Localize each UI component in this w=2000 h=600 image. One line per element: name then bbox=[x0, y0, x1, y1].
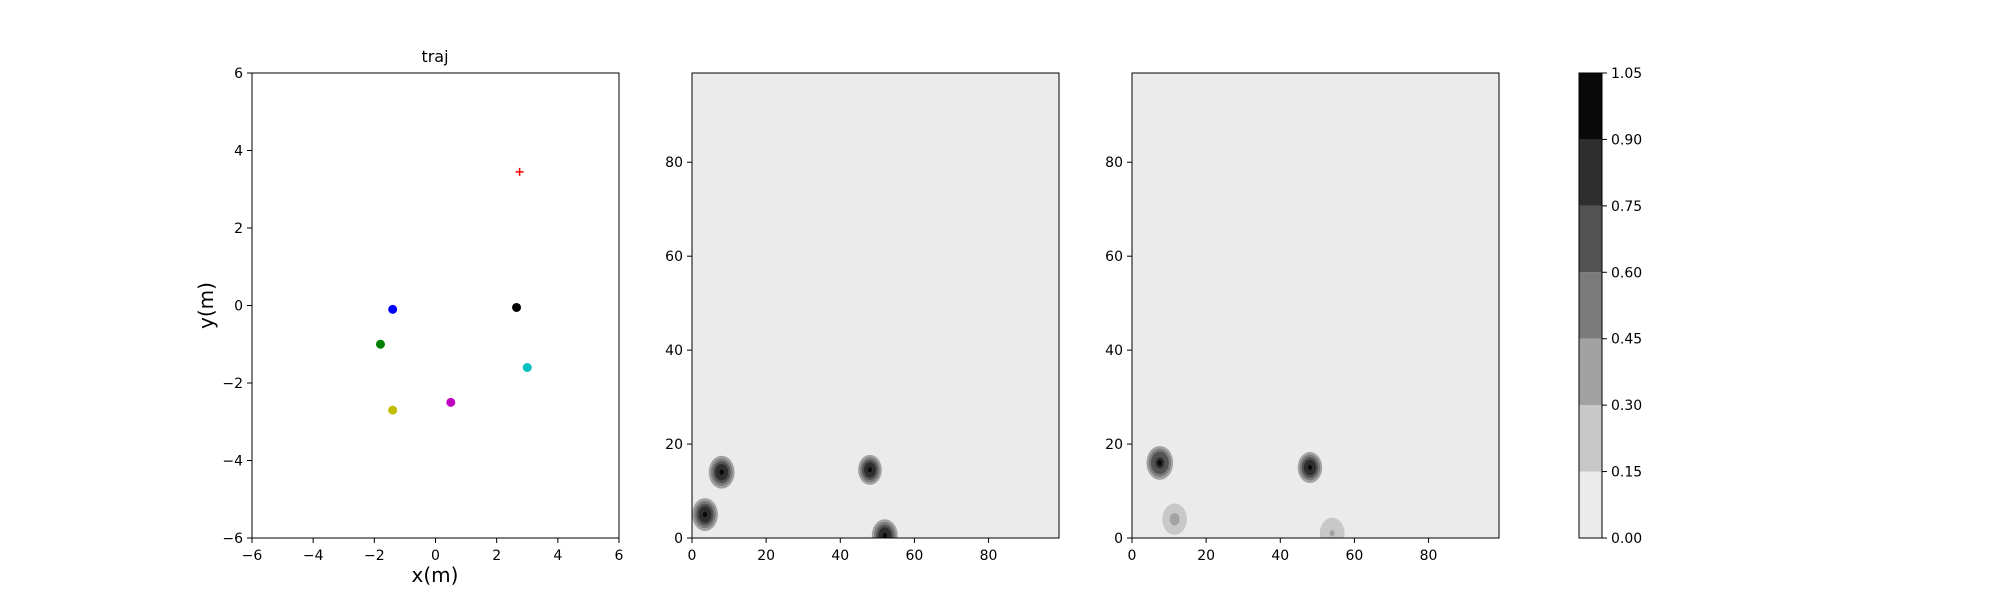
x-tick-label: −2 bbox=[364, 548, 385, 564]
plot-frame bbox=[1131, 72, 1500, 539]
y-tick-label: 0 bbox=[234, 299, 243, 315]
x-tick-label: 0 bbox=[688, 548, 697, 564]
y-tick-label: 0 bbox=[1114, 531, 1123, 547]
colorbar: 0.00 0.15 0.30 0.45 0.60 0.75 0.90 1.05 bbox=[1578, 66, 1642, 547]
x-tick-label: 80 bbox=[980, 548, 998, 564]
y-tick-label: 20 bbox=[1105, 437, 1123, 453]
colorbar-segments bbox=[1579, 73, 1602, 538]
x-tick-label: −6 bbox=[242, 548, 263, 564]
colorbar-ticks: 0.00 0.15 0.30 0.45 0.60 0.75 0.90 1.05 bbox=[1602, 66, 1642, 547]
y-tick-label: 0 bbox=[674, 531, 683, 547]
heatmap-cells bbox=[692, 73, 1059, 538]
axis-ticks: 0 20 40 60 80 0 20 40 60 80 bbox=[665, 155, 997, 564]
agent-point bbox=[388, 405, 398, 415]
agent-point bbox=[446, 397, 456, 407]
occupancy-blob bbox=[867, 467, 872, 473]
x-tick-label: 6 bbox=[615, 548, 624, 564]
x-tick-label: 0 bbox=[431, 548, 440, 564]
y-tick-label: 2 bbox=[234, 221, 243, 237]
agent-point bbox=[388, 304, 398, 314]
occupancy-map-true: 0 20 40 60 80 0 20 40 60 80 bbox=[665, 72, 1060, 564]
y-tick-label: 40 bbox=[1105, 343, 1123, 359]
y-tick-label: 20 bbox=[665, 437, 683, 453]
x-tick-label: 2 bbox=[492, 548, 501, 564]
y-tick-label: −6 bbox=[222, 531, 243, 547]
trajectory-panel: traj −6 −4 −2 0 2 4 6 −6 −4 −2 0 2 4 6 x(m) y(m) bbox=[194, 47, 624, 587]
y-tick-label: 6 bbox=[234, 66, 243, 82]
y-tick-label: 60 bbox=[665, 249, 683, 265]
colorbar-segment bbox=[1579, 73, 1602, 140]
colorbar-segment bbox=[1579, 205, 1602, 273]
y-tick-label: 40 bbox=[665, 343, 683, 359]
colorbar-segment bbox=[1579, 471, 1602, 538]
y-tick-label: −2 bbox=[222, 376, 243, 392]
occupancy-blob bbox=[719, 469, 724, 475]
colorbar-tick-label: 0.30 bbox=[1611, 398, 1642, 414]
occupancy-map-estimate: 0 20 40 60 80 0 20 40 60 80 bbox=[1105, 72, 1500, 564]
agent-point bbox=[375, 339, 385, 349]
axis-ticks: −6 −4 −2 0 2 4 6 −6 −4 −2 0 2 4 6 bbox=[222, 66, 623, 564]
colorbar-tick-label: 1.05 bbox=[1611, 66, 1642, 82]
occupancy-blob bbox=[702, 511, 708, 518]
colorbar-segment bbox=[1579, 338, 1602, 406]
colorbar-tick-label: 0.15 bbox=[1611, 465, 1642, 481]
agent-point bbox=[522, 363, 532, 372]
colorbar-frame bbox=[1578, 72, 1603, 539]
y-tick-label: 80 bbox=[665, 155, 683, 171]
colorbar-segment bbox=[1579, 272, 1602, 339]
x-tick-label: 4 bbox=[553, 548, 562, 564]
occupancy-blob bbox=[882, 532, 887, 538]
x-tick-label: 20 bbox=[757, 548, 775, 564]
colorbar-tick-label: 0.90 bbox=[1611, 132, 1642, 148]
plot-area bbox=[252, 73, 619, 538]
colorbar-tick-label: 0.60 bbox=[1611, 265, 1642, 281]
colorbar-tick-label: 0.75 bbox=[1611, 199, 1642, 215]
x-tick-label: 80 bbox=[1420, 548, 1438, 564]
plot-frame bbox=[251, 72, 620, 539]
trajectory-points bbox=[375, 167, 532, 415]
y-tick-label: 4 bbox=[234, 144, 243, 160]
occupancy-blob bbox=[1329, 530, 1335, 537]
agent-point bbox=[512, 302, 522, 312]
plot-frame bbox=[691, 72, 1060, 539]
colorbar-tick-label: 0.00 bbox=[1611, 531, 1642, 547]
occupancy-blob bbox=[1157, 460, 1163, 466]
x-tick-label: 0 bbox=[1128, 548, 1137, 564]
colorbar-segment bbox=[1579, 405, 1602, 472]
y-tick-label: 80 bbox=[1105, 155, 1123, 171]
colorbar-segment bbox=[1579, 139, 1602, 206]
x-tick-label: 40 bbox=[831, 548, 849, 564]
y-axis-label: y(m) bbox=[194, 282, 218, 329]
goal-marker bbox=[515, 167, 524, 176]
panel-title: traj bbox=[421, 47, 448, 66]
occupancy-blob bbox=[1172, 516, 1178, 523]
x-tick-label: 40 bbox=[1271, 548, 1289, 564]
x-tick-label: 60 bbox=[1346, 548, 1364, 564]
y-tick-label: −4 bbox=[222, 454, 243, 470]
x-tick-label: 20 bbox=[1197, 548, 1215, 564]
axis-ticks: 0 20 40 60 80 0 20 40 60 80 bbox=[1105, 155, 1437, 564]
x-axis-label: x(m) bbox=[412, 563, 459, 587]
heatmap-cells bbox=[1132, 73, 1499, 538]
occupancy-blob bbox=[1307, 464, 1312, 471]
y-tick-label: 60 bbox=[1105, 249, 1123, 265]
x-tick-label: 60 bbox=[906, 548, 924, 564]
colorbar-tick-label: 0.45 bbox=[1611, 332, 1642, 348]
x-tick-label: −4 bbox=[303, 548, 324, 564]
